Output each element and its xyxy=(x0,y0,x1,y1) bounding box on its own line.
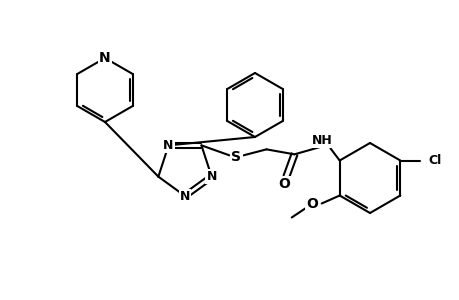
Text: NH: NH xyxy=(311,134,332,147)
Text: N: N xyxy=(206,170,216,183)
Text: O: O xyxy=(305,196,317,211)
Text: N: N xyxy=(179,190,190,202)
Text: N: N xyxy=(163,139,174,152)
Text: S: S xyxy=(231,150,241,164)
Text: Cl: Cl xyxy=(427,154,441,167)
Text: N: N xyxy=(99,51,111,65)
Text: O: O xyxy=(278,177,290,191)
